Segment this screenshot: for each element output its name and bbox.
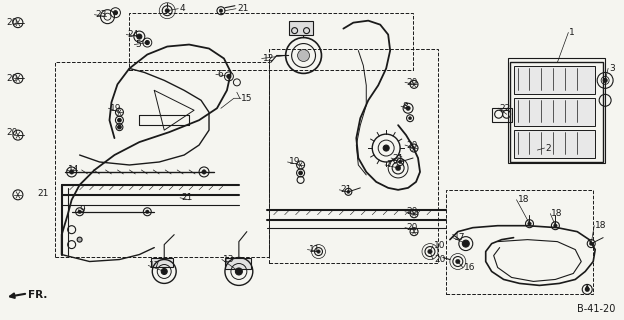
Text: 13: 13: [223, 255, 235, 264]
Text: 21: 21: [237, 4, 248, 13]
Text: 12: 12: [263, 54, 274, 63]
Circle shape: [69, 170, 74, 174]
Circle shape: [528, 222, 531, 226]
Text: 6: 6: [217, 70, 223, 79]
Circle shape: [406, 106, 411, 110]
Bar: [446, 190, 593, 294]
Circle shape: [118, 125, 121, 129]
Text: 20: 20: [6, 18, 17, 27]
Text: 18: 18: [552, 209, 563, 218]
Circle shape: [590, 242, 593, 245]
Bar: [492, 108, 512, 122]
Text: 19: 19: [109, 104, 121, 113]
Circle shape: [219, 9, 223, 12]
Text: 20: 20: [406, 207, 417, 216]
Circle shape: [456, 259, 460, 264]
Circle shape: [145, 41, 149, 44]
Circle shape: [383, 145, 389, 151]
Circle shape: [202, 170, 207, 174]
Text: 9: 9: [80, 205, 85, 214]
Text: B-41-20: B-41-20: [577, 304, 616, 314]
Circle shape: [603, 78, 607, 82]
Text: 14: 14: [67, 165, 79, 174]
Text: 1: 1: [569, 28, 575, 37]
Circle shape: [235, 268, 242, 275]
Circle shape: [114, 11, 117, 15]
Text: FR.: FR.: [28, 290, 47, 300]
Text: 8: 8: [402, 102, 408, 111]
Circle shape: [585, 287, 590, 292]
Text: 21: 21: [392, 154, 404, 163]
Text: 11: 11: [308, 245, 320, 254]
Bar: [269, 49, 438, 262]
Circle shape: [77, 237, 82, 242]
Text: 21: 21: [181, 193, 193, 202]
Circle shape: [227, 75, 231, 78]
Bar: [514, 98, 595, 126]
Text: 24: 24: [127, 30, 139, 39]
Bar: [507, 59, 605, 163]
Bar: [129, 13, 413, 70]
Circle shape: [409, 116, 412, 120]
Text: 5: 5: [135, 40, 141, 49]
Text: 20: 20: [434, 255, 446, 264]
Circle shape: [553, 224, 557, 228]
Circle shape: [78, 210, 81, 213]
Text: 23: 23: [95, 10, 107, 19]
Text: 20: 20: [6, 74, 17, 83]
Circle shape: [118, 118, 121, 122]
Bar: [55, 62, 269, 257]
Text: 2: 2: [545, 144, 551, 153]
Circle shape: [165, 8, 170, 13]
Text: 7: 7: [386, 160, 392, 170]
Circle shape: [317, 250, 320, 253]
Bar: [225, 258, 251, 269]
Bar: [151, 258, 173, 268]
Text: 20: 20: [6, 128, 17, 137]
Text: 20: 20: [406, 140, 417, 149]
Bar: [514, 67, 595, 94]
Text: 20: 20: [406, 78, 417, 87]
Circle shape: [145, 210, 149, 213]
Text: 22: 22: [500, 104, 511, 113]
Text: 21: 21: [340, 185, 352, 194]
Text: 21: 21: [38, 189, 49, 198]
Circle shape: [298, 50, 310, 61]
Circle shape: [161, 268, 167, 275]
Circle shape: [399, 160, 402, 164]
Circle shape: [299, 171, 303, 175]
Text: 10: 10: [434, 241, 446, 250]
Bar: [510, 62, 603, 162]
Circle shape: [396, 165, 401, 171]
Text: 17: 17: [454, 233, 466, 242]
Circle shape: [462, 240, 469, 247]
Circle shape: [347, 190, 350, 193]
Circle shape: [427, 249, 432, 254]
Bar: [289, 21, 313, 35]
Text: 19: 19: [289, 157, 300, 166]
Text: 18: 18: [595, 221, 607, 230]
Text: 3: 3: [609, 64, 615, 73]
Text: 17: 17: [149, 261, 161, 270]
Text: 18: 18: [517, 195, 529, 204]
Text: 16: 16: [464, 263, 475, 272]
Text: 15: 15: [241, 94, 252, 103]
Circle shape: [137, 34, 142, 39]
Text: 4: 4: [179, 4, 185, 13]
Bar: [514, 130, 595, 158]
Text: 20: 20: [406, 223, 417, 232]
